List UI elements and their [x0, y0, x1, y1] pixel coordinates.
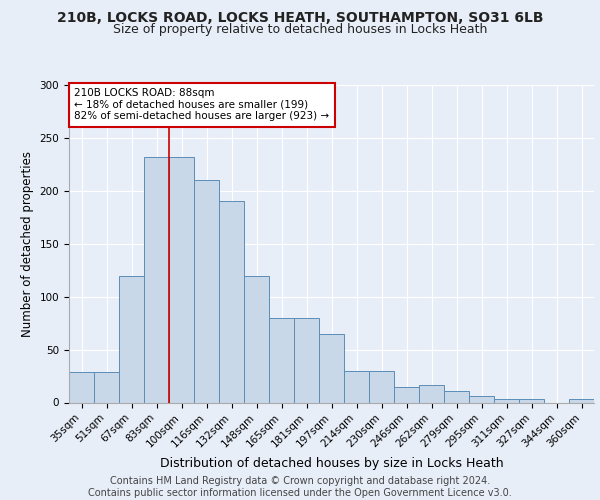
Bar [294, 318, 319, 402]
Text: Size of property relative to detached houses in Locks Heath: Size of property relative to detached ho… [113, 22, 487, 36]
Bar [69, 372, 94, 402]
Bar [444, 391, 469, 402]
Bar [519, 400, 544, 402]
Bar [144, 157, 169, 402]
Bar [569, 400, 594, 402]
Bar [169, 157, 194, 402]
Bar [219, 202, 244, 402]
Bar [269, 318, 294, 402]
Bar [94, 372, 119, 402]
Y-axis label: Number of detached properties: Number of detached properties [21, 151, 34, 337]
Text: Contains HM Land Registry data © Crown copyright and database right 2024.
Contai: Contains HM Land Registry data © Crown c… [88, 476, 512, 498]
Bar [494, 400, 519, 402]
Text: 210B LOCKS ROAD: 88sqm
← 18% of detached houses are smaller (199)
82% of semi-de: 210B LOCKS ROAD: 88sqm ← 18% of detached… [74, 88, 329, 122]
Bar [319, 334, 344, 402]
Bar [369, 371, 394, 402]
Bar [419, 384, 444, 402]
Text: 210B, LOCKS ROAD, LOCKS HEATH, SOUTHAMPTON, SO31 6LB: 210B, LOCKS ROAD, LOCKS HEATH, SOUTHAMPT… [57, 11, 543, 25]
Bar [394, 386, 419, 402]
Bar [344, 371, 369, 402]
Bar [194, 180, 219, 402]
Bar [244, 276, 269, 402]
X-axis label: Distribution of detached houses by size in Locks Heath: Distribution of detached houses by size … [160, 458, 503, 470]
Bar [119, 276, 144, 402]
Bar [469, 396, 494, 402]
